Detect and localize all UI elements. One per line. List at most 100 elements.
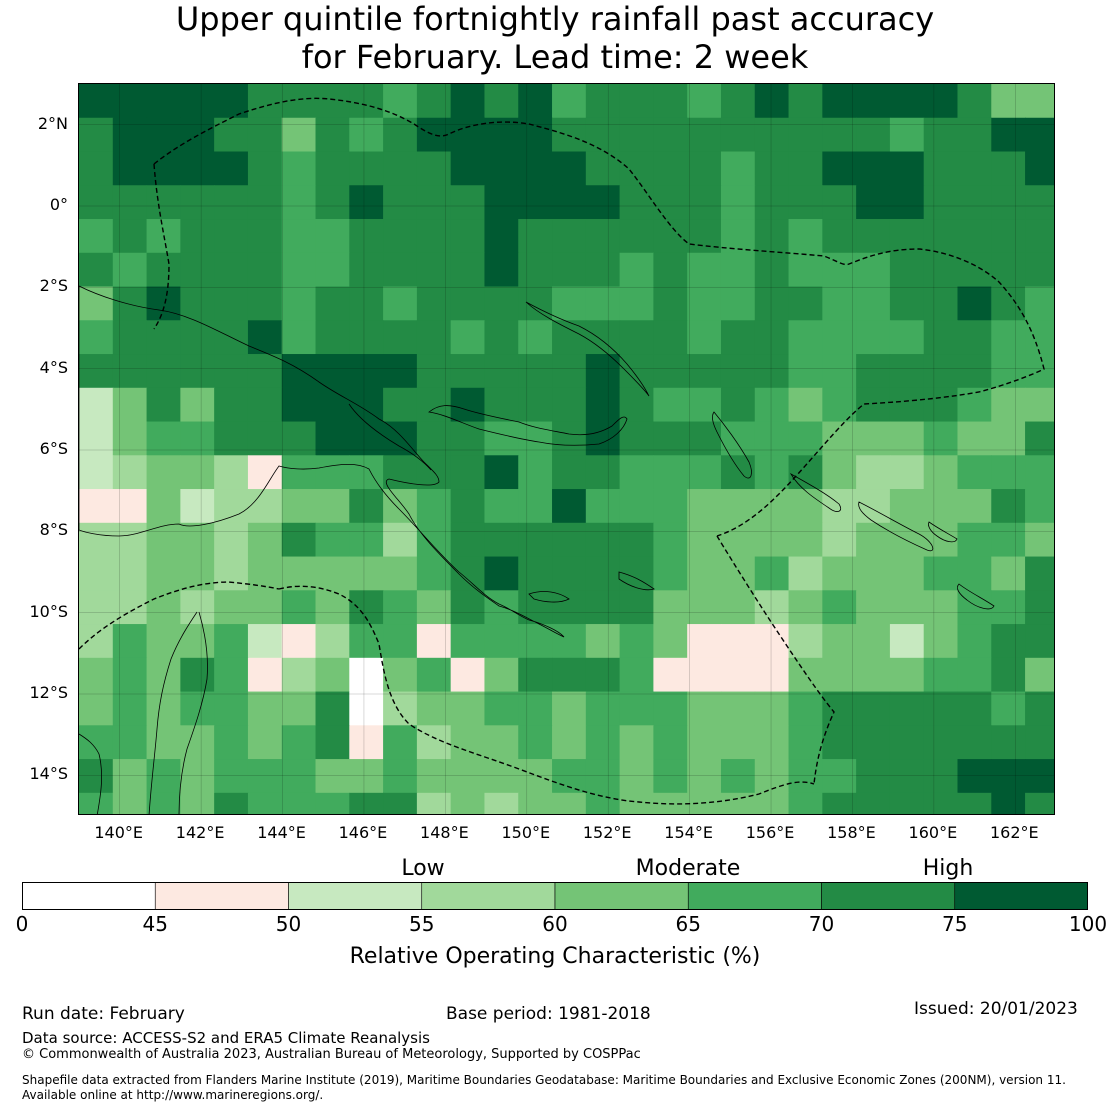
map-grid-cell	[822, 725, 857, 760]
map-grid-cell	[957, 624, 992, 659]
map-grid-cell	[619, 455, 654, 490]
map-grid-cell	[450, 354, 486, 389]
map-grid-cell	[349, 489, 384, 524]
map-grid-cell	[687, 84, 722, 119]
map-grid-cell	[315, 117, 350, 153]
map-grid-cell	[552, 185, 587, 220]
map-grid-cell	[653, 185, 688, 220]
map-grid-cell	[991, 725, 1026, 760]
colorbar-segment	[687, 882, 822, 910]
map-grid-cell	[754, 590, 790, 625]
map-grid-cell	[383, 489, 418, 524]
map-grid-cell	[281, 421, 317, 456]
map-grid-cell	[281, 320, 317, 355]
map-grid-cell	[619, 489, 654, 524]
map-grid-cell	[552, 252, 587, 288]
map-grid-cell	[923, 286, 959, 321]
map-grid-cell	[889, 792, 925, 814]
map-grid-cell	[957, 691, 992, 726]
map-grid-cell	[788, 691, 823, 726]
map-grid-cell	[991, 117, 1026, 153]
map-grid-cell	[416, 792, 452, 814]
map-grid-cell	[822, 624, 857, 659]
map-grid-cell	[552, 759, 587, 794]
map-grid-cell	[281, 522, 317, 558]
map-grid-cell	[180, 219, 215, 254]
map-grid-cell	[180, 421, 215, 456]
map-grid-cell	[619, 792, 654, 814]
map-grid-cell	[788, 624, 823, 659]
map-grid-cells	[79, 84, 1054, 814]
map-grid-cell	[552, 286, 587, 321]
map-grid-cell	[518, 725, 553, 760]
map-grid-cell	[281, 151, 317, 186]
coastline-new-ireland	[525, 301, 650, 397]
map-grid-cell	[923, 320, 959, 355]
map-grid-cell	[349, 219, 384, 254]
map-grid-cell	[552, 489, 587, 524]
map-grid-cell	[687, 792, 722, 814]
colorbar-tick-label: 60	[542, 912, 568, 936]
coastline-solomons-2	[858, 501, 934, 552]
longitude-label: 160°E	[908, 823, 958, 842]
map-grid-cell	[788, 252, 823, 288]
map-grid-cell	[788, 320, 823, 355]
map-grid-cell	[822, 387, 857, 423]
map-grid-cell	[146, 556, 181, 591]
map-grid-cell	[653, 387, 688, 423]
map-grid-cell	[416, 691, 452, 726]
longitude-label: 148°E	[420, 823, 469, 842]
map-grid-cell	[247, 489, 283, 524]
map-grid-cell	[889, 691, 925, 726]
map-grid-cell	[112, 117, 148, 153]
map-grid-cell	[889, 556, 925, 591]
map-grid-cell	[957, 556, 992, 591]
map-grid-cell	[754, 556, 790, 591]
shapefile-credit-line2: Available online at http://www.marinereg…	[22, 1088, 324, 1102]
map-grid-cell	[788, 590, 823, 625]
map-grid-cell	[518, 219, 553, 254]
map-grid-cell	[889, 320, 925, 355]
map-grid-cell	[788, 117, 823, 153]
map-grid-cell	[180, 286, 215, 321]
map-grid-cell	[383, 691, 418, 726]
map-grid-cell	[214, 84, 249, 119]
latitude-label: 10°S	[29, 601, 68, 621]
map-grid-cell	[585, 320, 621, 355]
map-grid-cell	[889, 725, 925, 760]
chart-title: Upper quintile fortnightly rainfall past…	[0, 0, 1110, 76]
map-grid-cell	[585, 354, 621, 389]
map-grid-cell	[146, 725, 181, 760]
map-grid-cell	[383, 320, 418, 355]
map-grid-cell	[349, 691, 384, 726]
map-grid-cell	[247, 387, 283, 423]
map-grid-cell	[180, 151, 215, 186]
map-grid-cell	[518, 522, 553, 558]
map-grid-cell	[484, 455, 519, 490]
map-grid-cell	[687, 387, 722, 423]
map-grid-cell	[619, 320, 654, 355]
map-grid-cell	[484, 792, 519, 814]
map-grid-cell	[484, 185, 519, 220]
map-grid-cell	[518, 387, 553, 423]
map-grid-cell	[754, 657, 790, 693]
map-grid-cell	[788, 556, 823, 591]
map-grid-cell	[720, 185, 756, 220]
map-grid-cell	[822, 522, 857, 558]
map-grid-cell	[552, 354, 587, 389]
map-grid-cell	[585, 219, 621, 254]
map-grid-cell	[991, 320, 1026, 355]
map-grid-cell	[383, 219, 418, 254]
map-grid-cell	[856, 354, 891, 389]
map-grid-cell	[1025, 320, 1054, 355]
map-grid-cell	[923, 624, 959, 659]
map-grid-cell	[923, 151, 959, 186]
map-grid-cell	[315, 151, 350, 186]
map-grid-cell	[957, 252, 992, 288]
colorbar-outline	[22, 882, 1088, 910]
map-grid-cell	[416, 84, 452, 119]
map-grid-cell	[720, 455, 756, 490]
map-grid-cell	[484, 151, 519, 186]
map-grid-cell	[889, 117, 925, 153]
copyright: © Commonwealth of Australia 2023, Austra…	[22, 1047, 641, 1062]
